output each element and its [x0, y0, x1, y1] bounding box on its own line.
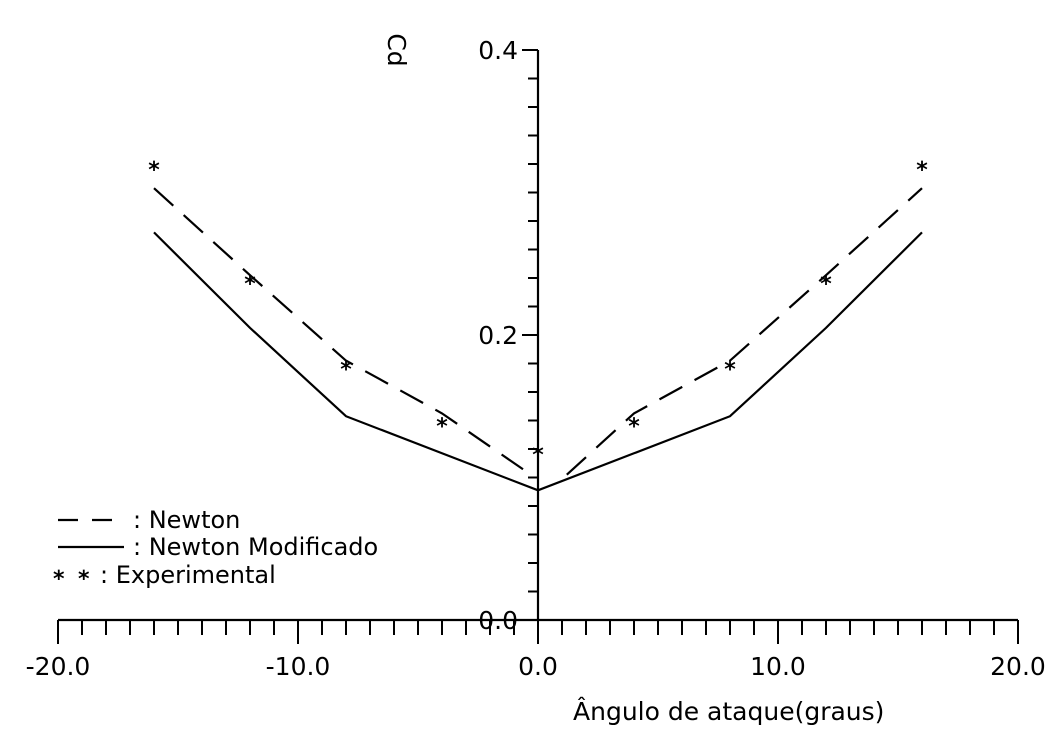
legend-newton-label: : Newton — [133, 506, 240, 534]
x-tick-label: -10.0 — [266, 652, 331, 681]
y-tick-label: 0.4 — [478, 36, 518, 65]
x-tick-label: 20.0 — [990, 652, 1046, 681]
experimental-point: * — [820, 272, 832, 297]
experimental-point: * — [916, 158, 928, 183]
axes — [57, 49, 1019, 644]
x-axis-label: Ângulo de ataque(graus) — [573, 697, 884, 726]
legend: : Newton : Newton Modificado * * : Exper… — [53, 506, 378, 592]
x-tick-label: -20.0 — [26, 652, 91, 681]
experimental-point: * — [148, 158, 160, 183]
legend-experimental-marker-2: * — [78, 567, 90, 592]
tick-labels: -20.0 -10.0 0.0 10.0 20.0 0.0 0.2 0.4 — [26, 36, 1046, 681]
axis-ticks — [57, 49, 1019, 644]
newton-line-left — [153, 187, 532, 476]
y-tick-label: 0.2 — [478, 321, 518, 350]
x-tick-label: 10.0 — [750, 652, 806, 681]
experimental-point: * — [244, 272, 256, 297]
y-tick-label: 0.0 — [478, 606, 518, 635]
y-axis-label: Cd — [382, 33, 411, 66]
experimental-point: * — [724, 358, 736, 383]
series-layer — [153, 187, 923, 492]
newton-modified-line — [153, 231, 923, 492]
experimental-point: * — [340, 358, 352, 383]
newton-line-right — [566, 187, 923, 476]
legend-modified-label: : Newton Modificado — [133, 533, 378, 561]
experimental-point: * — [532, 443, 544, 468]
experimental-point: * — [628, 415, 640, 440]
legend-experimental-marker-1: * — [53, 567, 65, 592]
experimental-point: * — [436, 415, 448, 440]
experimental-markers: * * * * * * * * * — [148, 158, 928, 468]
legend-experimental-label: : Experimental — [100, 561, 276, 589]
x-tick-label: 0.0 — [518, 652, 558, 681]
